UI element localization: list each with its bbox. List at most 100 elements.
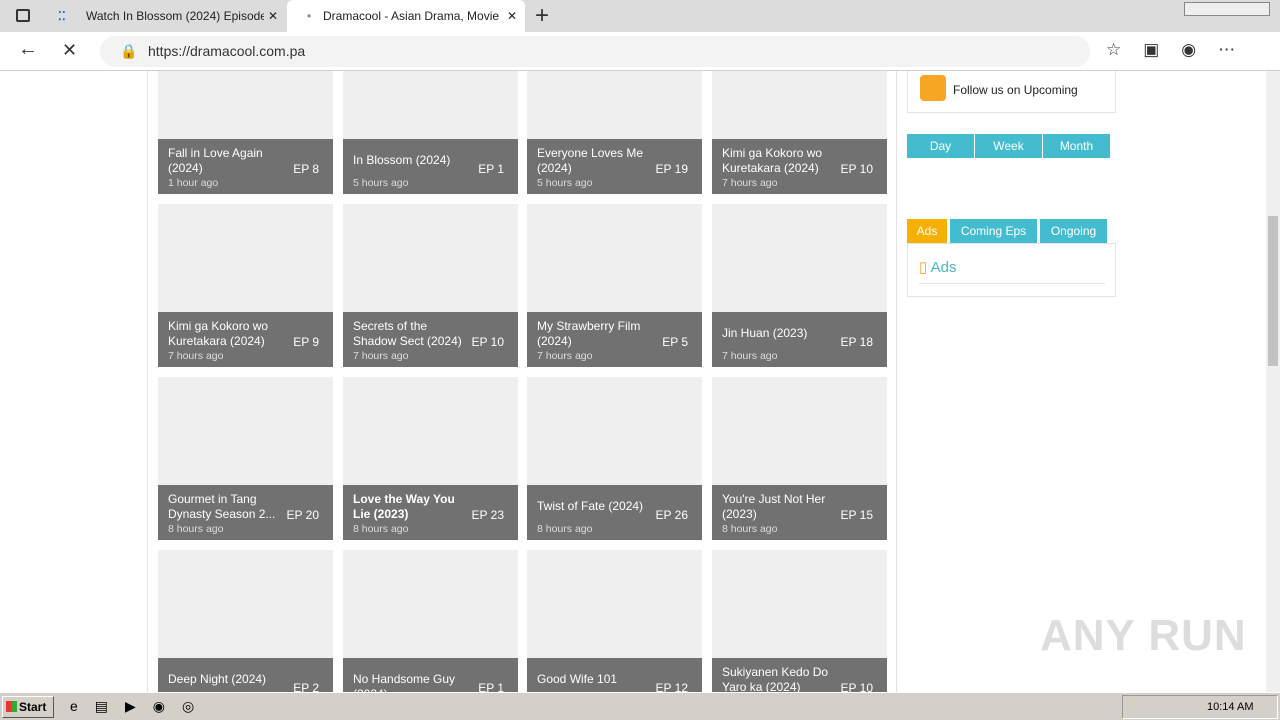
drama-card[interactable]: Love the Way You Lie (2023) EP 23 8 hours … [343, 377, 518, 540]
card-caption: Secrets of the Shadow Sect (2024) EP 10 7 … [343, 312, 518, 367]
drama-card[interactable]: Fall in Love Again (2024) EP 8 1 hour ago [158, 71, 333, 194]
scroll-thumb[interactable] [1268, 216, 1278, 366]
tab-icon: • [307, 9, 312, 23]
drama-card[interactable]: My Strawberry Film (2024) EP 5 7 hours ago [527, 204, 702, 367]
card-caption: In Blossom (2024) EP 1 5 hours ago [343, 139, 518, 194]
drama-card[interactable]: Kimi ga Kokoro wo Kuretakara (2024) EP 9 7… [158, 204, 333, 367]
drama-card[interactable]: Sukiyanen Kedo Do Yaro ka (2024) EP 10 [712, 550, 887, 692]
time-ago: 1 hour ago [168, 177, 219, 189]
card-title: In Blossom (2024) [353, 153, 451, 167]
episode: EP 5 [662, 335, 688, 349]
episode: EP 2 [293, 681, 319, 692]
scrollbar[interactable] [1266, 71, 1280, 692]
episode: EP 26 [655, 508, 688, 522]
card-caption: You're Just Not Her (2023) EP 15 8 hours a… [712, 485, 887, 540]
url: https://dramacool.com.pa [148, 43, 306, 59]
quick-launch[interactable]: e▤▶◉◎ [70, 698, 212, 714]
episode: EP 1 [478, 681, 504, 692]
card-caption: Everyone Loves Me (2024) EP 19 5 hours ago [527, 139, 702, 194]
episode: EP 19 [655, 162, 688, 176]
drama-card[interactable]: No Handsome Guy (2024) EP 1 [343, 550, 518, 692]
episode: EP 20 [286, 508, 319, 522]
tab-title: Dramacool - Asian Drama, Movie [323, 9, 500, 23]
card-title: Good Wife 101 [537, 672, 618, 686]
time-ago: 7 hours ago [353, 350, 409, 362]
drama-card[interactable]: Good Wife 101 EP 12 [527, 550, 702, 692]
episode: EP 23 [471, 508, 504, 522]
time-ago: 8 hours ago [353, 523, 409, 535]
drama-card[interactable]: Jin Huan (2023) EP 18 7 hours ago [712, 204, 887, 367]
time-ago: 8 hours ago [722, 523, 778, 535]
sidebar-tab[interactable]: Ads [907, 219, 947, 243]
upcoming-icon [920, 75, 946, 101]
episode: EP 10 [471, 335, 504, 349]
episode: EP 12 [655, 681, 688, 692]
card-title: Love the Way You Lie (2023) [353, 492, 455, 521]
episode: EP 18 [840, 335, 873, 349]
drama-card[interactable]: Everyone Loves Me (2024) EP 19 5 hours ago [527, 71, 702, 194]
card-caption: Deep Night (2024) EP 2 [158, 658, 333, 692]
tab-bar: Watch In Blossom (2024) Episode ⁚⁚ ✕ Drama… [0, 0, 1280, 32]
drama-card[interactable]: Secrets of the Shadow Sect (2024) EP 10 7 … [343, 204, 518, 367]
drama-card[interactable]: Gourmet in Tang Dynasty Season 2... EP 20… [158, 377, 333, 540]
new-tab[interactable]: + [535, 2, 550, 29]
time-ago: 8 hours ago [537, 523, 593, 535]
tab-active[interactable]: Dramacool - Asian Drama, Movie • ✕ [287, 0, 525, 32]
start-label: Start [19, 700, 47, 714]
close-tab[interactable]: ✕ [263, 0, 278, 32]
card-title: Sukiyanen Kedo Do Yaro ka (2024) [722, 665, 829, 692]
close-tab[interactable]: ✕ [502, 0, 517, 32]
card-caption: Sukiyanen Kedo Do Yaro ka (2024) EP 10 [712, 658, 887, 692]
time-ago: 5 hours ago [537, 177, 593, 189]
time-ago: 7 hours ago [722, 177, 778, 189]
card-caption: Twist of Fate (2024) EP 26 8 hours ago [527, 485, 702, 540]
panel-title-text: Ads [930, 259, 957, 276]
card-title: Kimi ga Kokoro wo Kuretakara (2024) [168, 319, 269, 348]
card-caption: Jin Huan (2023) EP 18 7 hours ago [712, 312, 887, 367]
drama-card[interactable]: Twist of Fate (2024) EP 26 8 hours ago [527, 377, 702, 540]
stop[interactable]: ✕ [62, 40, 78, 60]
main-content: Fall in Love Again (2024) EP 8 1 hour ago I… [147, 71, 897, 692]
card-title: No Handsome Guy (2024) [353, 672, 456, 692]
start-logo [6, 701, 17, 712]
card-title: Everyone Loves Me (2024) [537, 146, 644, 175]
episode: EP 10 [840, 162, 873, 176]
time-ago: 7 hours ago [537, 350, 593, 362]
period-tab[interactable]: Month [1043, 134, 1110, 158]
period-tab[interactable]: Week [975, 134, 1042, 158]
card-title: Fall in Love Again (2024) [168, 146, 263, 175]
time-ago: 5 hours ago [353, 177, 409, 189]
card-caption: Love the Way You Lie (2023) EP 23 8 hours … [343, 485, 518, 540]
drama-card[interactable]: In Blossom (2024) EP 1 5 hours ago [343, 71, 518, 194]
tab-title: Watch In Blossom (2024) Episode [86, 9, 267, 23]
card-title: Twist of Fate (2024) [537, 499, 644, 513]
card-title: Gourmet in Tang Dynasty Season 2... [168, 492, 276, 521]
tab-actions[interactable] [16, 9, 30, 22]
card-caption: Gourmet in Tang Dynasty Season 2... EP 20… [158, 485, 333, 540]
drama-card[interactable]: You're Just Not Her (2023) EP 15 8 hours a… [712, 377, 887, 540]
episode: EP 10 [840, 681, 873, 692]
sidebar-tab[interactable]: Ongoing [1040, 219, 1107, 243]
drama-card[interactable]: Kimi ga Kokoro wo Kuretakara (2024) EP 10… [712, 71, 887, 194]
tray: 10:14 AM [1122, 695, 1278, 719]
follow-text: Follow us on Upcoming [953, 83, 1078, 97]
card-caption: Kimi ga Kokoro wo Kuretakara (2024) EP 10… [712, 139, 887, 194]
sidebar-tab[interactable]: Coming Eps [950, 219, 1037, 243]
start-button[interactable]: Start [2, 696, 54, 718]
follow-box[interactable]: Follow us on Upcoming [907, 71, 1116, 113]
period-tab[interactable]: Day [907, 134, 974, 158]
card-title: Secrets of the Shadow Sect (2024) [353, 319, 462, 348]
window-controls[interactable] [1184, 2, 1270, 16]
panel-title: ▯ Ads [919, 258, 1105, 284]
back[interactable]: ← [18, 38, 38, 60]
tab[interactable]: Watch In Blossom (2024) Episode ⁚⁚ ✕ [50, 0, 286, 32]
toolbar-icons[interactable]: ☆▣◉⋯ [1106, 40, 1258, 59]
card-title: Deep Night (2024) [168, 672, 267, 686]
viewport: Fall in Love Again (2024) EP 8 1 hour ago I… [0, 71, 1266, 692]
episode: EP 9 [293, 335, 319, 349]
episode: EP 15 [840, 508, 873, 522]
card-title: Jin Huan (2023) [722, 326, 808, 340]
drama-card[interactable]: Deep Night (2024) EP 2 [158, 550, 333, 692]
time-ago: 7 hours ago [722, 350, 778, 362]
url-field[interactable]: https://dramacool.com.pa 🔒 [100, 36, 1090, 67]
